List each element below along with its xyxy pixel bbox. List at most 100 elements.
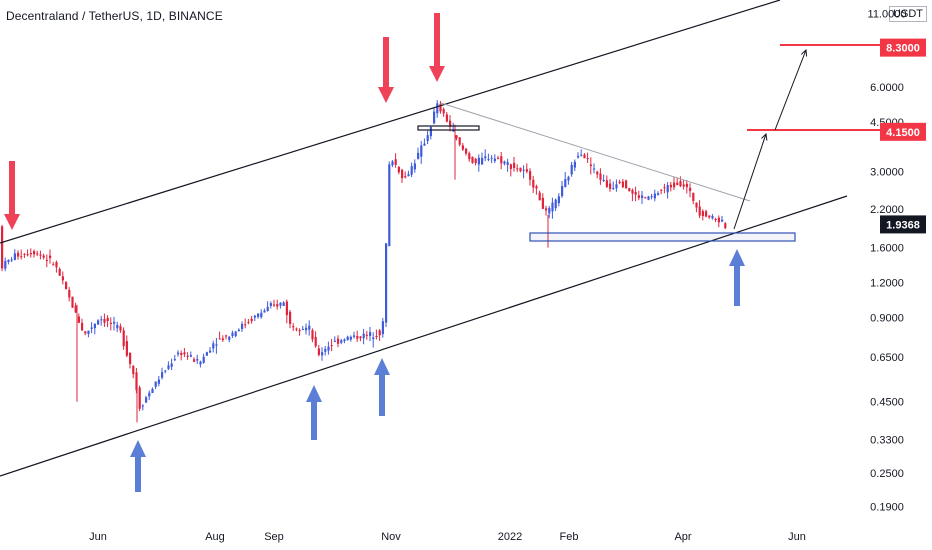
candle-body (404, 176, 407, 178)
candle-body (324, 349, 327, 352)
candle-body (202, 356, 205, 363)
y-tick-label: 3.0000 (870, 166, 904, 178)
candle-body (109, 322, 112, 324)
y-tick-label: 1.6000 (870, 243, 904, 255)
candle-body (97, 320, 100, 325)
y-tick-label: 0.4500 (870, 397, 904, 409)
candle-body (717, 217, 720, 223)
candle-body (426, 135, 429, 142)
candle-body (641, 195, 644, 199)
candle-body (106, 317, 109, 322)
x-tick-label: Jun (788, 531, 806, 543)
candle-body (653, 193, 656, 199)
resistance-arrow-shaft (9, 161, 15, 216)
candle-body (577, 155, 580, 158)
candle-body (500, 156, 503, 164)
candle-body (570, 164, 573, 175)
y-tick-label: 1.2000 (870, 278, 904, 290)
candle-body (551, 202, 554, 212)
candle-body (388, 164, 391, 247)
candle-body (573, 161, 576, 168)
candle-body (173, 359, 176, 361)
candle-body (103, 319, 106, 323)
candle-body (180, 352, 183, 355)
candle-body (295, 328, 298, 330)
price-tag-label: 4.1500 (886, 127, 920, 139)
candle-body (612, 188, 615, 190)
candle-body (609, 183, 612, 189)
candle-body (170, 363, 173, 367)
candle-body (375, 336, 378, 338)
candle-body (250, 318, 253, 322)
candle-body (391, 161, 394, 166)
candle-body (132, 366, 135, 375)
candle-body (100, 319, 103, 321)
resistance-arrow-head (378, 87, 394, 103)
candle-body (61, 276, 64, 281)
price-tag-bg (880, 215, 926, 234)
candle-body (586, 158, 589, 160)
candle-body (413, 163, 416, 170)
candle-body (724, 223, 727, 229)
candle-body (49, 255, 52, 259)
candle-body (199, 361, 202, 365)
candles-layer (1, 100, 727, 423)
candle-body (420, 145, 423, 157)
resistance-box (417, 125, 480, 131)
candle-body (340, 340, 343, 343)
x-tick-label: Sep (264, 531, 284, 543)
candle-body (381, 321, 384, 335)
candle-body (401, 169, 404, 179)
candle-body (647, 196, 650, 200)
candle-body (676, 182, 679, 186)
candle-body (58, 269, 61, 276)
candle-body (279, 302, 282, 306)
candle-body (212, 343, 215, 349)
candle-body (509, 164, 512, 169)
candle-body (42, 255, 45, 258)
candle-body (285, 301, 288, 316)
candle-body (477, 157, 480, 165)
candle-body (689, 187, 692, 191)
candle-body (657, 193, 660, 195)
candle-body (90, 327, 93, 329)
y-tick-label: 0.3300 (870, 434, 904, 446)
candle-body (669, 184, 672, 188)
support-arrow-head (130, 440, 146, 457)
currency-unit-badge[interactable]: USDT (889, 6, 927, 22)
candle-body (516, 168, 519, 170)
candle-body (327, 346, 330, 351)
candle-body (333, 340, 336, 342)
candle-body (605, 180, 608, 187)
candle-body (4, 261, 7, 269)
projection-arrow-1 (733, 134, 766, 230)
candle-body (429, 127, 432, 137)
candle-body (621, 181, 624, 188)
candle-body (673, 182, 676, 188)
candle-body (362, 333, 365, 339)
candle-body (538, 192, 541, 201)
candle-body (84, 331, 87, 334)
support-arrow-head (374, 358, 390, 375)
candle-body (225, 335, 228, 337)
candle-body (705, 211, 708, 217)
x-tick-label: 2022 (498, 531, 522, 543)
candle-body (292, 326, 295, 328)
candle-body (493, 158, 496, 162)
candle-body (228, 336, 231, 340)
channel-upper-line (0, 0, 781, 244)
candle-body (701, 211, 704, 217)
support-arrow-shaft (379, 373, 385, 416)
candle-body (234, 331, 237, 337)
candle-body (561, 186, 564, 197)
candle-body (365, 334, 368, 336)
channel-lower-line (0, 195, 848, 477)
candle-body (618, 181, 621, 183)
candle-body (442, 109, 445, 114)
candle-body (698, 206, 701, 216)
y-tick-label: 6.0000 (870, 82, 904, 94)
candle-body (237, 329, 240, 332)
candle-body (196, 359, 199, 361)
candle-body (337, 338, 340, 344)
